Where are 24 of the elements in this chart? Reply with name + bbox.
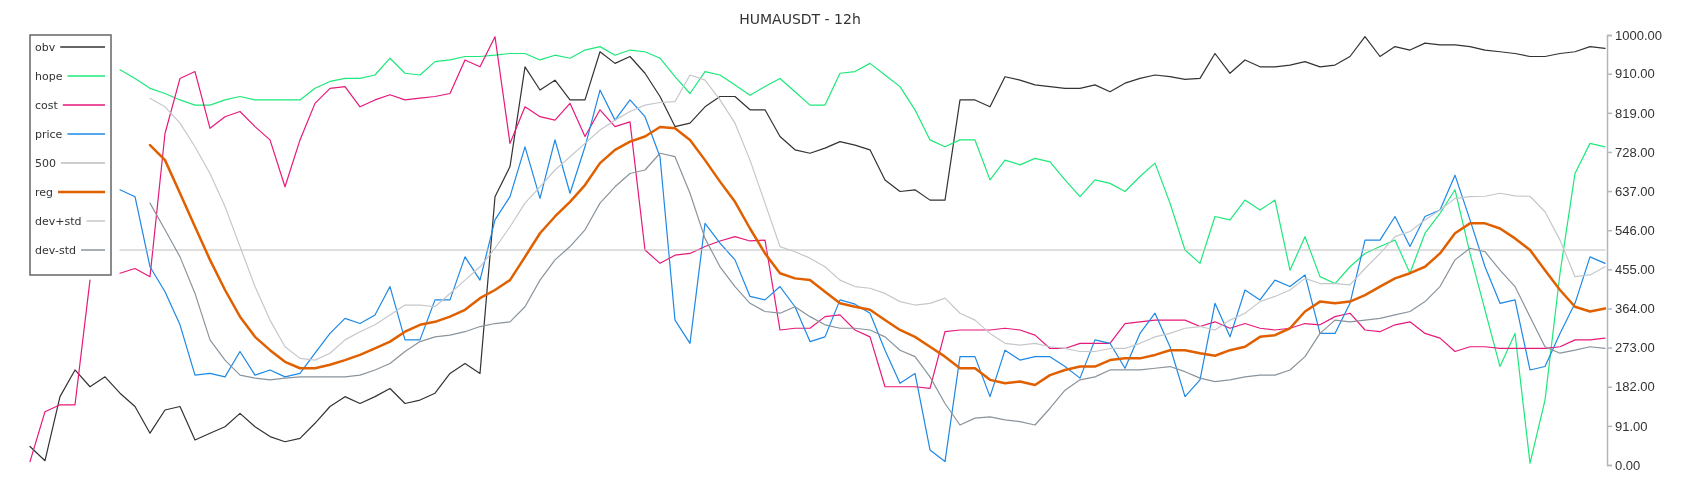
y-tick-label: 182.00 <box>1615 379 1655 395</box>
legend-label: hope <box>35 70 63 83</box>
legend-label: obv <box>35 41 56 54</box>
y-tick-label: 455.00 <box>1615 262 1655 278</box>
legend-label: dev+std <box>35 215 82 228</box>
legend-label: cost <box>35 99 59 112</box>
y-tick-label: 546.00 <box>1615 222 1655 238</box>
y-tick-label: 0.00 <box>1615 457 1641 473</box>
y-tick-label: 273.00 <box>1615 340 1655 356</box>
y-tick-label: 637.00 <box>1615 183 1655 199</box>
y-tick-label: 910.00 <box>1615 66 1655 82</box>
y-tick-label: 1000.00 <box>1615 27 1662 43</box>
legend-label: reg <box>35 186 54 199</box>
y-tick-label: 819.00 <box>1615 105 1655 121</box>
legend-label: 500 <box>35 157 56 170</box>
chart-title: HUMAUSDT - 12h <box>739 11 861 27</box>
y-tick-label: 91.00 <box>1615 418 1648 434</box>
line-series <box>149 152 1606 426</box>
legend-label: dev-std <box>35 244 76 257</box>
line-series <box>148 125 1607 387</box>
y-tick-label: 728.00 <box>1615 144 1655 160</box>
y-tick-label: 364.00 <box>1615 301 1655 317</box>
line-series <box>149 74 1606 361</box>
legend-label: price <box>35 128 63 141</box>
